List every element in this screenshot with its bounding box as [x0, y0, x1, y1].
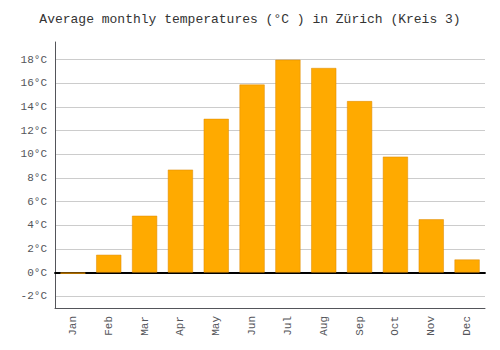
svg-text:16°C: 16°C [21, 77, 48, 89]
svg-text:Sep: Sep [354, 316, 366, 336]
svg-text:Apr: Apr [174, 316, 186, 336]
svg-text:-2°C: -2°C [21, 290, 48, 302]
svg-text:May: May [210, 316, 222, 336]
svg-text:Jul: Jul [282, 316, 294, 336]
svg-text:Dec: Dec [461, 316, 473, 336]
svg-text:6°C: 6°C [27, 196, 47, 208]
svg-text:8°C: 8°C [27, 172, 47, 184]
svg-text:12°C: 12°C [21, 125, 48, 137]
svg-text:4°C: 4°C [27, 219, 47, 231]
svg-text:Jan: Jan [67, 316, 79, 336]
svg-text:Feb: Feb [103, 316, 115, 336]
svg-text:Oct: Oct [389, 316, 401, 336]
svg-text:Aug: Aug [318, 316, 330, 336]
svg-text:10°C: 10°C [21, 148, 48, 160]
svg-text:2°C: 2°C [27, 243, 47, 255]
svg-text:Average monthly temperatures (: Average monthly temperatures (°C ) in Zü… [39, 12, 460, 27]
svg-text:Nov: Nov [425, 316, 437, 336]
svg-text:Mar: Mar [139, 316, 151, 336]
svg-text:18°C: 18°C [21, 54, 48, 66]
svg-text:0°C: 0°C [27, 267, 47, 279]
svg-text:14°C: 14°C [21, 101, 48, 113]
svg-text:Jun: Jun [246, 316, 258, 336]
